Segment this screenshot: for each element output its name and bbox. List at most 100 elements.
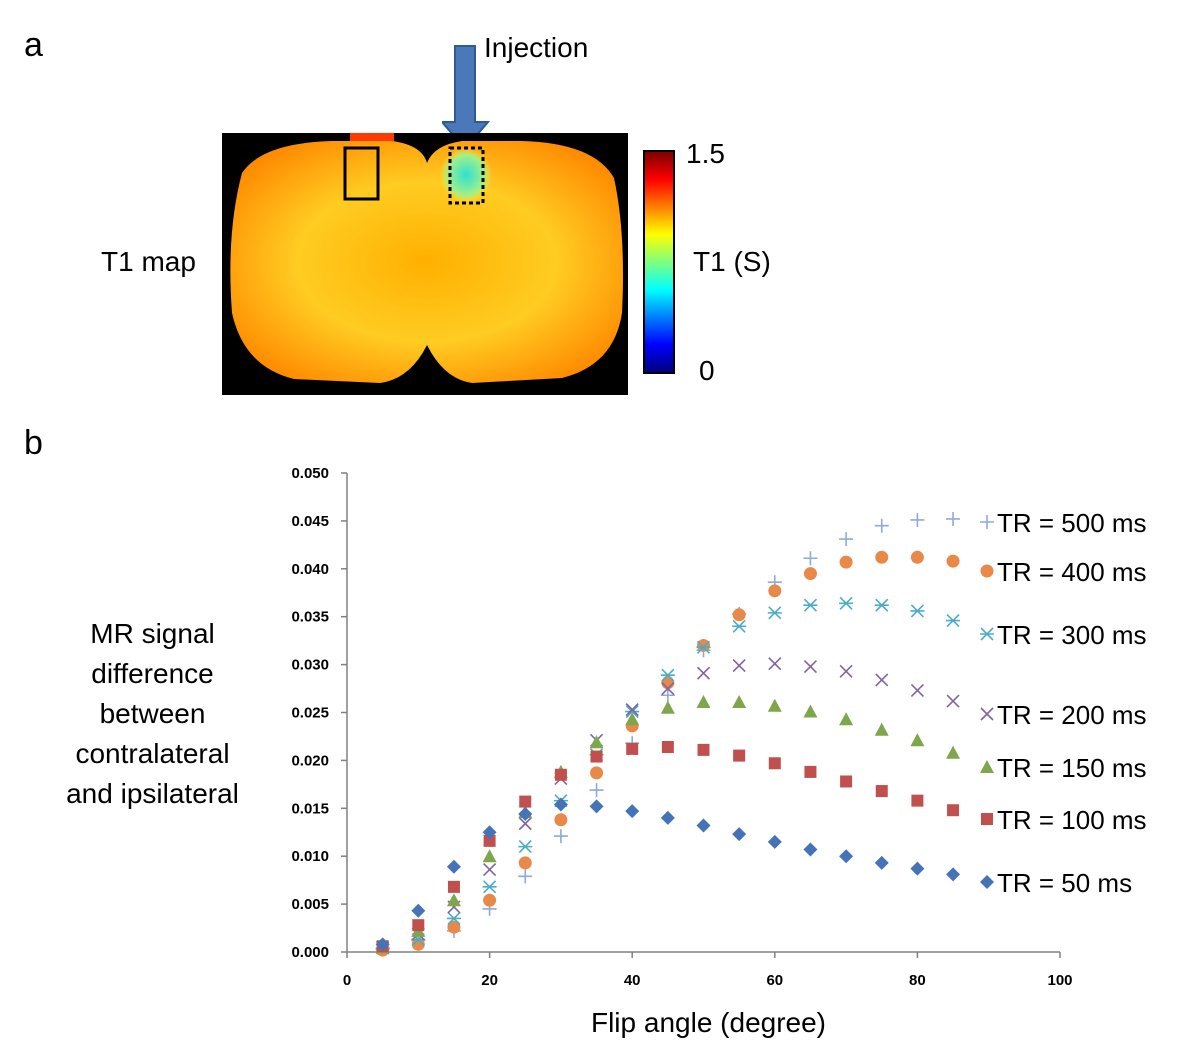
data-point-tr400 — [447, 920, 461, 934]
legend-label: TR = 500 ms — [997, 508, 1147, 538]
y-tick-label: 0.045 — [291, 513, 329, 530]
data-point-tr400 — [839, 555, 853, 569]
data-point-tr50 — [482, 825, 497, 840]
data-point-tr500 — [839, 532, 854, 547]
y-axis-label-line: and ipsilateral — [66, 778, 239, 809]
data-point-tr500 — [518, 869, 533, 884]
legend-marker — [980, 564, 994, 578]
panel-a-label: a — [24, 26, 43, 64]
data-point-tr50 — [767, 834, 782, 849]
legend-label: TR = 50 ms — [997, 868, 1132, 898]
data-point-tr500 — [589, 783, 604, 798]
data-point-tr400 — [411, 937, 425, 951]
y-tick-label: 0.015 — [291, 800, 329, 817]
x-tick-label: 0 — [343, 972, 351, 989]
data-point-tr150 — [910, 733, 925, 747]
data-point-tr50 — [446, 859, 461, 874]
data-point-tr100 — [697, 743, 710, 756]
panel-b-label: b — [24, 424, 43, 462]
data-point-tr100 — [804, 765, 817, 778]
x-tick-label: 60 — [766, 972, 783, 989]
data-point-tr500 — [910, 512, 925, 527]
red-spot — [350, 133, 394, 141]
colorbar-min-label: 0 — [699, 355, 715, 386]
legend-marker — [980, 627, 994, 641]
data-point-tr200 — [518, 817, 532, 831]
brain-slice-shape — [230, 141, 623, 383]
data-point-tr400 — [875, 550, 889, 564]
data-point-tr50 — [803, 842, 818, 857]
data-point-tr100 — [412, 919, 425, 932]
data-point-tr150 — [732, 694, 747, 708]
t1-map-image — [222, 133, 628, 395]
t1-colorbar — [643, 150, 675, 374]
data-point-tr300 — [696, 640, 711, 654]
data-point-tr200 — [661, 681, 675, 696]
data-point-tr150 — [660, 700, 675, 714]
data-point-tr300 — [803, 598, 818, 612]
y-axis-label-line: contralateral — [75, 738, 230, 769]
data-point-tr200 — [768, 657, 782, 671]
data-point-tr200 — [910, 683, 924, 698]
data-point-tr100 — [840, 775, 853, 788]
legend-label: TR = 300 ms — [997, 620, 1147, 650]
ipsilateral-roi-box — [448, 146, 485, 205]
data-point-tr100 — [733, 749, 746, 762]
data-point-tr300 — [767, 606, 782, 620]
legend-marker — [980, 707, 994, 721]
colorbar-unit-label: T1 (S) — [693, 246, 771, 277]
data-point-tr200 — [946, 694, 960, 708]
y-tick-label: 0.035 — [291, 609, 329, 626]
data-point-tr400 — [554, 813, 568, 827]
data-point-tr100 — [661, 740, 674, 753]
x-tick-label: 80 — [909, 972, 926, 989]
data-point-tr300 — [910, 604, 925, 618]
x-tick-label: 40 — [624, 972, 641, 989]
data-point-tr300 — [446, 911, 461, 926]
data-point-tr400 — [768, 584, 782, 598]
data-point-tr500 — [874, 518, 889, 533]
legend-label: TR = 400 ms — [997, 557, 1147, 587]
data-point-tr50 — [625, 804, 640, 819]
data-point-tr400 — [910, 550, 924, 564]
legend-label: TR = 200 ms — [997, 700, 1147, 730]
injection-label: Injection — [484, 32, 589, 63]
data-point-tr400 — [803, 567, 817, 581]
data-point-tr200 — [875, 673, 889, 687]
data-point-tr50 — [910, 861, 925, 876]
legend-label: TR = 100 ms — [997, 805, 1147, 835]
data-point-tr500 — [553, 829, 568, 844]
y-tick-label: 0.030 — [291, 657, 329, 674]
panel-a: a Injection T1 map 1.5 T1 (S) 0 — [0, 0, 1182, 410]
data-point-tr50 — [874, 855, 889, 870]
data-point-tr150 — [625, 712, 640, 726]
legend-marker — [980, 760, 994, 773]
y-tick-label: 0.050 — [291, 465, 329, 482]
y-tick-label: 0.000 — [291, 944, 329, 961]
data-point-tr400 — [518, 856, 532, 870]
data-point-tr400 — [590, 766, 604, 780]
t1-map-label: T1 map — [101, 246, 196, 277]
data-point-tr50 — [553, 797, 568, 812]
data-point-tr100 — [768, 757, 781, 770]
legend-label: TR = 150 ms — [997, 753, 1147, 783]
data-point-tr150 — [767, 698, 782, 712]
y-axis-label-line: MR signal — [90, 618, 215, 649]
data-point-tr50 — [946, 867, 961, 882]
legend-marker — [980, 875, 994, 889]
data-point-tr50 — [375, 937, 390, 952]
y-tick-label: 0.025 — [291, 705, 329, 722]
data-point-tr300 — [946, 613, 961, 628]
data-point-tr100 — [911, 794, 924, 807]
data-point-tr300 — [732, 619, 747, 633]
data-point-tr150 — [696, 694, 711, 708]
data-point-tr150 — [482, 849, 497, 863]
data-point-tr50 — [732, 827, 747, 842]
data-point-tr150 — [589, 735, 604, 749]
data-point-tr150 — [839, 712, 854, 726]
data-point-tr400 — [483, 893, 497, 907]
y-tick-label: 0.020 — [291, 752, 329, 769]
data-point-tr400 — [946, 554, 960, 568]
data-point-tr300 — [482, 880, 497, 894]
